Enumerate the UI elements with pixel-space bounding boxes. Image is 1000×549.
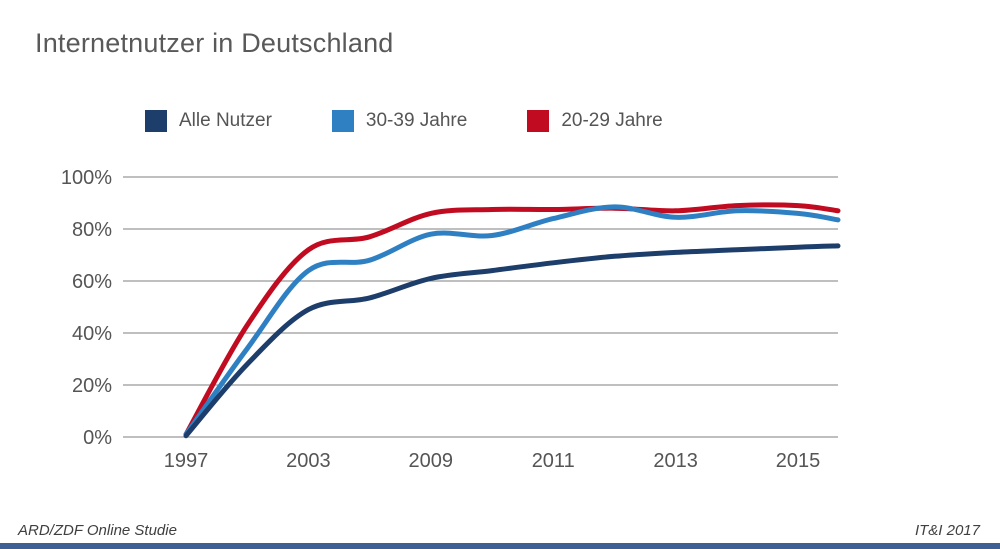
chart-legend: Alle Nutzer 30-39 Jahre 20-29 Jahre — [145, 110, 663, 132]
legend-swatch — [331, 110, 354, 132]
series-line-30-39-jahre — [183, 204, 841, 437]
y-axis-label: 60% — [72, 271, 112, 293]
legend-swatch — [527, 110, 550, 132]
x-axis-label: 2011 — [532, 450, 575, 472]
legend-label: Alle Nutzer — [179, 110, 272, 131]
footer-brand: IT&I 2017 — [914, 522, 980, 539]
x-axis-label: 2009 — [409, 450, 454, 472]
legend-swatch — [145, 110, 167, 132]
y-axis-label: 20% — [72, 375, 112, 397]
legend-label: 20-29 Jahre — [561, 110, 663, 131]
page-title: Internetnutzer in Deutschland — [35, 28, 394, 58]
x-axis-label: 1997 — [164, 450, 209, 472]
legend-label: 30-39 Jahre — [365, 110, 468, 131]
y-axis-label: 80% — [72, 219, 112, 241]
legend-item-alle-nutzer: Alle Nutzer — [145, 110, 272, 132]
x-axis-label: 2003 — [286, 450, 331, 472]
y-axis-label: 40% — [72, 323, 112, 345]
x-axis-label: 2013 — [653, 450, 698, 472]
series-line-alle-nutzer — [183, 243, 841, 439]
y-axis-label: 0% — [83, 427, 112, 449]
y-axis-label: 100% — [61, 167, 112, 189]
footer-source: ARD/ZDF Online Studie — [18, 522, 177, 539]
legend-item-30-39-jahre: 30-39 Jahre — [331, 110, 468, 132]
legend-item-20-29-jahre: 20-29 Jahre — [527, 110, 663, 132]
x-axis-label: 2015 — [776, 450, 821, 472]
bottom-accent-bar — [0, 543, 1000, 549]
series-line-20-29-jahre — [183, 202, 841, 437]
